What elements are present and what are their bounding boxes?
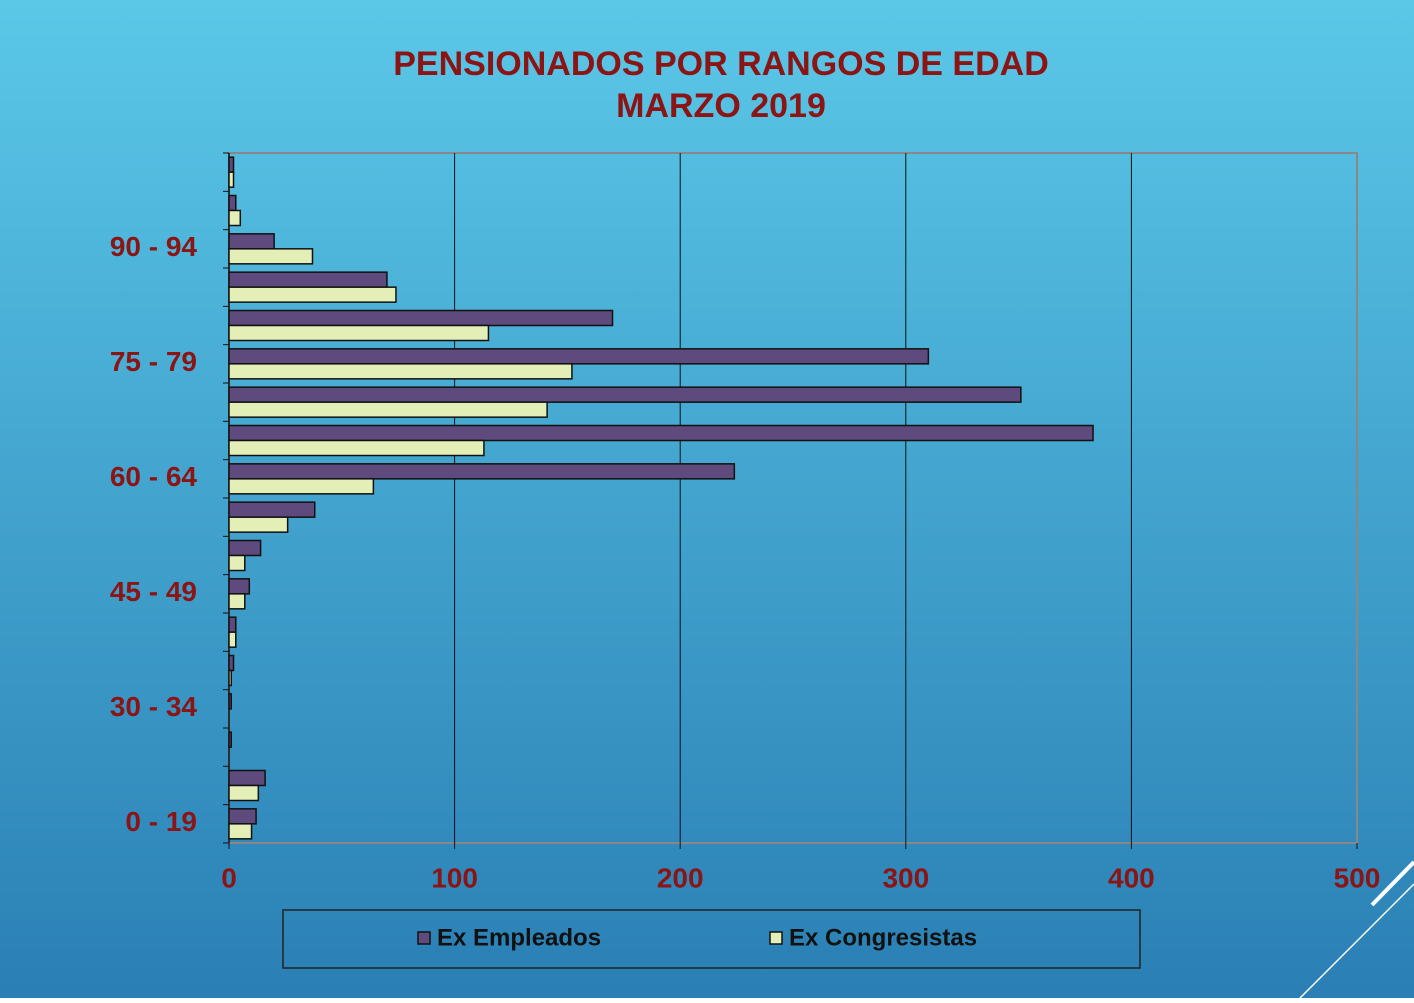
chart-subtitle: MARZO 2019 bbox=[616, 87, 826, 125]
bar bbox=[228, 194, 237, 212]
bar bbox=[228, 823, 253, 840]
bar bbox=[228, 171, 235, 188]
legend-swatch bbox=[769, 931, 783, 945]
bar bbox=[228, 516, 289, 533]
bar bbox=[228, 439, 485, 457]
decoration bbox=[1370, 860, 1414, 907]
bar bbox=[228, 578, 251, 595]
y-tick-label: 90 - 94 bbox=[110, 231, 198, 262]
bar bbox=[228, 616, 237, 633]
bar bbox=[228, 401, 548, 418]
bar bbox=[228, 348, 930, 365]
y-tick-label: 75 - 79 bbox=[110, 346, 197, 377]
x-tick-label: 300 bbox=[882, 862, 929, 893]
y-tick-label: 30 - 34 bbox=[110, 691, 198, 722]
legend-label: Ex Congresistas bbox=[789, 924, 977, 951]
bar bbox=[228, 233, 275, 250]
x-tick-label: 400 bbox=[1108, 862, 1155, 893]
bar bbox=[228, 209, 242, 227]
bar bbox=[228, 631, 237, 648]
decoration bbox=[1299, 883, 1414, 999]
bar bbox=[228, 593, 246, 610]
bar bbox=[228, 784, 260, 802]
bar bbox=[228, 424, 1094, 442]
bar bbox=[228, 271, 388, 288]
bar bbox=[228, 669, 233, 687]
bar bbox=[228, 693, 233, 710]
bar bbox=[228, 386, 1022, 403]
y-tick-label: 0 - 19 bbox=[125, 806, 197, 837]
x-tick-label: 0 bbox=[221, 862, 237, 893]
x-tick-label: 100 bbox=[431, 862, 478, 893]
bar bbox=[228, 501, 316, 518]
bar bbox=[228, 463, 736, 480]
bar bbox=[228, 478, 375, 495]
bar bbox=[228, 324, 490, 342]
bar bbox=[228, 156, 235, 173]
legend-swatch bbox=[417, 931, 431, 945]
x-tick-label: 200 bbox=[657, 862, 704, 893]
bar bbox=[228, 731, 233, 748]
x-tick-label: 500 bbox=[1334, 862, 1381, 893]
bar bbox=[228, 286, 397, 303]
bar bbox=[228, 248, 314, 265]
chart-title: PENSIONADOS POR RANGOS DE EDAD bbox=[393, 45, 1049, 83]
y-tick-label: 45 - 49 bbox=[110, 576, 197, 607]
y-tick-label: 60 - 64 bbox=[110, 461, 198, 492]
bar bbox=[228, 363, 573, 380]
bar bbox=[228, 554, 246, 572]
bar bbox=[228, 539, 262, 557]
bar bbox=[228, 808, 257, 825]
bar bbox=[228, 309, 614, 327]
bar bbox=[228, 654, 235, 672]
legend-box bbox=[282, 909, 1141, 969]
legend-label: Ex Empleados bbox=[437, 924, 601, 951]
bar bbox=[228, 769, 266, 787]
